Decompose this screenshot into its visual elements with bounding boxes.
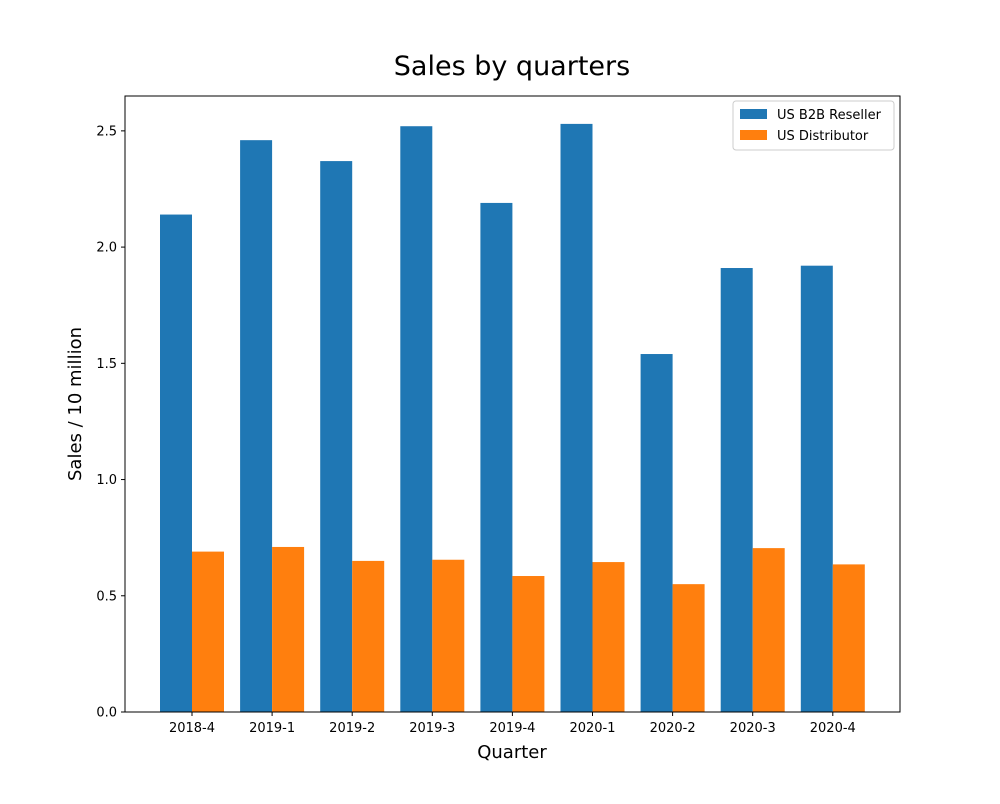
y-tick-label: 1.5 (96, 357, 117, 372)
bar-us-distributor-2020-1 (592, 562, 625, 712)
bar-us-b2b-reseller-2020-1 (560, 123, 593, 712)
y-axis-label: Sales / 10 million (65, 327, 86, 481)
legend-items: US B2B Reseller US Distributor (740, 108, 882, 144)
x-tick-label: 2020-3 (730, 721, 776, 736)
legend-label: US Distributor (777, 129, 869, 144)
chart-title: Sales by quarters (394, 51, 630, 82)
y-tick-label: 0.0 (96, 706, 117, 721)
x-tick-label: 2019-2 (329, 721, 375, 736)
bar-us-b2b-reseller-2019-4 (480, 202, 513, 713)
bar-us-distributor-2018-4 (192, 551, 224, 712)
bar-us-distributor-2019-2 (352, 560, 385, 712)
bar-us-distributor-2020-3 (752, 548, 785, 712)
y-tick-label: 2.5 (96, 124, 117, 139)
bar-us-distributor-2020-2 (672, 584, 705, 712)
legend-swatch (740, 130, 767, 140)
y-tick-label: 2.0 (96, 241, 117, 256)
x-axis-label: Quarter (477, 742, 547, 763)
bar-us-distributor-2019-4 (512, 576, 545, 712)
x-tick-label: 2020-4 (810, 721, 856, 736)
bar-us-distributor-2019-1 (272, 546, 305, 712)
bar-us-distributor-2020-4 (832, 564, 865, 712)
bar-us-b2b-reseller-2020-4 (800, 265, 833, 712)
x-tick-label: 2020-2 (650, 721, 696, 736)
x-tick-label: 2019-4 (489, 721, 535, 736)
x-tick-label: 2019-1 (249, 721, 295, 736)
legend-label: US B2B Reseller (777, 108, 882, 123)
x-tick-label: 2019-3 (409, 721, 455, 736)
legend: US B2B Reseller US Distributor (732, 100, 895, 151)
bar-us-distributor-2019-3 (432, 559, 465, 712)
y-tick-label: 1.0 (96, 473, 117, 488)
bar-us-b2b-reseller-2020-3 (720, 268, 753, 712)
x-axis: 2018-4 2019-1 2019-2 2019-3 2019-4 2020-1 2020… (169, 712, 856, 736)
bar-us-b2b-reseller-2019-3 (400, 126, 433, 712)
bar-us-b2b-reseller-2019-2 (320, 161, 353, 712)
bar-us-b2b-reseller-2018-4 (160, 214, 192, 712)
plot-area (160, 123, 865, 713)
bar-us-b2b-reseller-2020-2 (640, 354, 673, 712)
y-axis: 0.0 0.5 1.0 1.5 2.0 2.5 (96, 124, 125, 721)
y-tick-label: 0.5 (96, 589, 117, 604)
x-tick-label: 2020-1 (569, 721, 615, 736)
legend-frame (732, 100, 895, 151)
bar-us-b2b-reseller-2019-1 (240, 140, 273, 713)
x-tick-label: 2018-4 (169, 721, 215, 736)
legend-swatch (740, 109, 767, 119)
